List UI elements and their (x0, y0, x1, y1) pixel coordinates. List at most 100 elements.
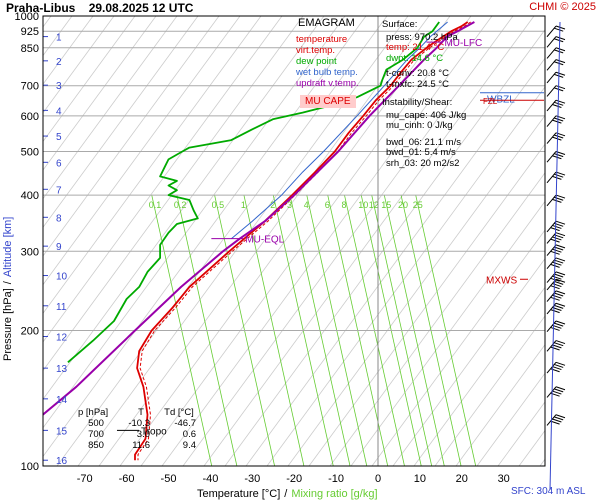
table-cell: 850 (88, 440, 104, 451)
wind-barb-flag (555, 244, 566, 249)
table-header-td: Td [°C] (164, 407, 194, 418)
pressure-tick-label: 600 (21, 111, 39, 123)
wind-barb (546, 361, 566, 374)
wind-barb-flag (555, 47, 566, 52)
altitude-tick-label: 16 (56, 456, 68, 467)
wind-barb-flag (554, 153, 564, 158)
temperature-tick-label: 10 (414, 473, 426, 485)
wind-barb (546, 115, 566, 127)
srh-03-value: srh_03: 20 m2/s2 (386, 157, 460, 169)
table-cell: 11.6 (132, 440, 150, 451)
wind-barb-flag (550, 420, 560, 425)
wind-barb (546, 171, 566, 184)
isotherm-line (224, 28, 545, 466)
isobar-grid (43, 30, 545, 332)
mu-eql-label: MU-EQL (245, 235, 284, 246)
legend-virt-temp: virt.temp. (296, 45, 336, 56)
mixing-ratio-label: 1 (241, 200, 246, 210)
table-cell: 9.4 (182, 440, 196, 451)
table-header: p [hPa] T Td [°C] (72, 407, 202, 418)
isotherm-line (518, 429, 545, 466)
wind-barb-flag (555, 340, 566, 345)
surface-dwpt: dwpt: 14.6 °C (386, 52, 444, 64)
fzl-label: FZL (483, 97, 498, 106)
pressure-tick-label: 400 (21, 190, 39, 202)
mixing-ratio-label: 0.5 (212, 200, 225, 210)
surface-info: Surface: press: 970.2 hPa temp: 21.4 °C … (382, 19, 467, 169)
wind-barb-flag (552, 136, 562, 141)
wind-barb-flag (554, 273, 564, 278)
altitude-tick-label: 6 (56, 158, 62, 169)
isotherm-line (43, 16, 178, 200)
mxws-label: MXWS (486, 275, 517, 286)
altitude-tick-label: 3 (56, 81, 62, 92)
station-title: Praha-Libus 29.08.2025 12 UTC (6, 1, 193, 15)
wind-barb-flag (554, 259, 564, 264)
wind-barb-flag (552, 275, 562, 280)
mu-cape-button[interactable]: MU CAPE (300, 95, 356, 108)
wind-barb-flag (555, 85, 566, 90)
pressure-tick-label: 925 (21, 26, 39, 38)
mixing-ratio-label: 25 (413, 200, 423, 210)
wind-barb-flag (552, 104, 562, 108)
wind-barb-flag (554, 246, 564, 251)
mu-cape-value: mu_cape: 406 J/kg (386, 109, 467, 121)
pressure-tick-label: 850 (21, 43, 39, 55)
isotherm-line (266, 86, 545, 466)
pressure-tick-label: 100 (21, 461, 39, 473)
sounding-datetime: 29.08.2025 12 UTC (88, 1, 194, 15)
altitude-tick-label: 14 (56, 395, 68, 406)
mixing-ratio-label: 0.1 (149, 200, 162, 210)
wind-barb-flag (550, 346, 560, 351)
bwd-01-value: bwd_01: 5.4 m/s (386, 147, 456, 158)
wind-barb-flag (554, 292, 564, 297)
wind-barb-flag (554, 49, 564, 54)
isotherm-line (43, 16, 241, 286)
wind-barb-flag (552, 224, 562, 229)
y-axis-label: Pressure [hPa]/Altitude [km] (2, 217, 14, 361)
wind-barb-flag (554, 416, 564, 421)
isotherm-line (43, 16, 283, 343)
mixing-ratio-label: 15 (381, 200, 391, 210)
wind-barb-flag (555, 115, 566, 120)
altitude-tick-label: 7 (56, 185, 62, 196)
table-row: 700 3.0 0.6 (72, 429, 202, 440)
mixing-ratio-label: 2 (270, 200, 275, 210)
isotherm-line (476, 372, 545, 466)
mixing-ratio-label: 20 (398, 200, 408, 210)
wind-barb (546, 71, 566, 84)
isotherm-line (561, 16, 600, 466)
wind-barb-flag (555, 414, 566, 419)
altitude-tick-label: 15 (56, 426, 68, 437)
wind-barb-flag (555, 320, 566, 325)
wind-barbs-column (546, 21, 566, 491)
altitude-tick-label: 5 (56, 132, 62, 143)
wind-barb-flag (555, 361, 566, 366)
temperature-tick-label: -10 (328, 473, 344, 485)
isotherm-line (77, 16, 409, 466)
wind-barb-flag (552, 390, 562, 395)
table-row: 850 11.6 9.4 (72, 440, 202, 451)
isotherm-line (329, 172, 545, 466)
legend-dew-point: dew point (296, 56, 337, 67)
legend-box: EMAGRAM temperature virt.temp. dew point… (296, 17, 380, 108)
wind-barb-flag (554, 342, 564, 347)
wind-barb (546, 414, 566, 426)
wind-barb (546, 25, 566, 38)
wind-barb (546, 99, 566, 112)
isotherm-line (56, 16, 388, 466)
wind-barb-staff (546, 85, 557, 97)
wind-barb-staff (546, 47, 557, 59)
altitude-tick-label: 12 (56, 332, 68, 343)
wind-barb-flag (554, 280, 564, 285)
wind-barb-flag (552, 366, 562, 371)
isotherm-line (371, 229, 545, 466)
wind-barb-flag (552, 261, 562, 266)
wind-barb-staff (546, 59, 557, 71)
wind-barb (546, 386, 566, 398)
wind-barb (546, 132, 566, 144)
wind-barb-staff (546, 71, 557, 84)
wind-barb (546, 271, 566, 283)
wind-barb-flag (550, 326, 560, 331)
